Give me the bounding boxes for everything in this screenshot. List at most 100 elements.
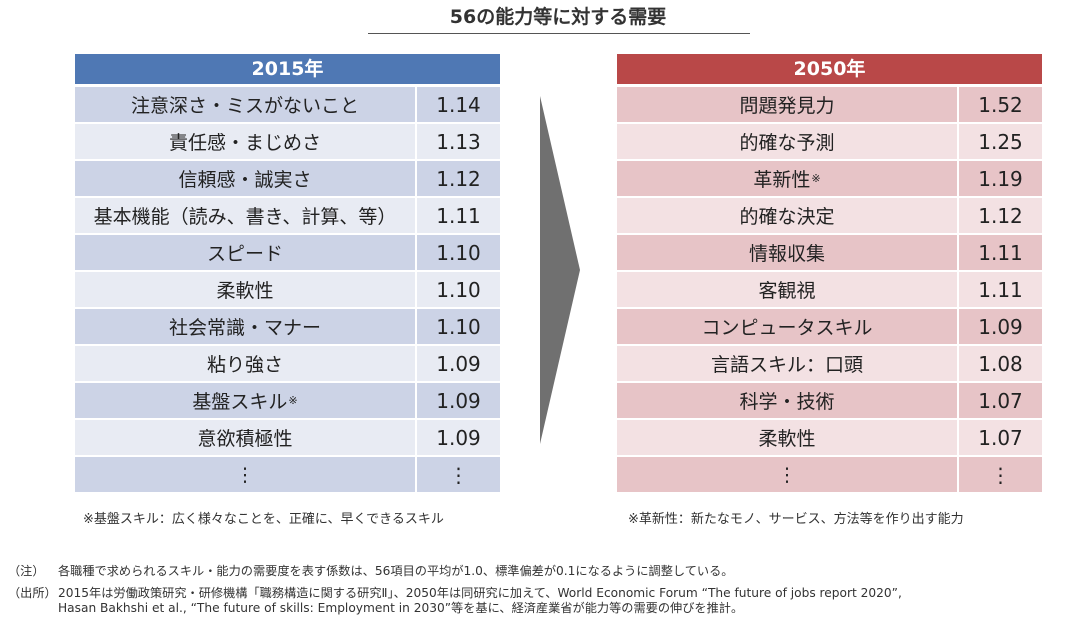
table-row: 科学・技術 1.07: [617, 383, 1042, 418]
row-label: 情報収集: [617, 235, 957, 270]
footnote-note-label: （注）: [8, 564, 45, 578]
table-row: 基盤スキル ※ 1.09: [75, 383, 500, 418]
page-title: 56の能力等に対する需要: [449, 6, 667, 28]
row-label: 的確な決定: [617, 198, 957, 233]
table-row: 柔軟性 1.10: [75, 272, 500, 307]
footnote-note: （注） 各職種で求められるスキル・能力の需要度を表す係数は、56項目の平均が1.0…: [8, 563, 733, 579]
row-value: 1.09: [417, 383, 500, 418]
row-label-text: 注意深さ・ミスがないこと: [130, 95, 359, 117]
row-label-text: 革新性: [753, 169, 811, 191]
table-row: 信頼感・誠実さ 1.12: [75, 161, 500, 196]
row-label-text: 言語スキル：口頭: [710, 354, 863, 376]
row-label-text: 的確な決定: [739, 206, 835, 228]
panel-note-2015: ※基盤スキル：広く様々なことを、正確に、早くできるスキル: [83, 512, 444, 527]
row-value: 1.10: [417, 309, 500, 344]
row-label: ⋮: [75, 457, 415, 492]
row-value: 1.52: [959, 87, 1042, 122]
row-label-text: 柔軟性: [758, 428, 816, 450]
table-row: 社会常識・マナー 1.10: [75, 309, 500, 344]
row-value: 1.10: [417, 272, 500, 307]
table-row: 情報収集 1.11: [617, 235, 1042, 270]
rows-2050: 問題発見力 1.52 的確な予測 1.25 革新性 ※ 1.19 的確な決定 1.12 情報収集 1…: [617, 87, 1042, 492]
panel-header-2015: 2015年: [75, 54, 500, 84]
footnote-source: （出所）2015年は労働政策研究・研修機構「職務構造に関する研究Ⅱ」、2050年…: [8, 585, 902, 601]
table-row: 客観視 1.11: [617, 272, 1042, 307]
row-value: 1.13: [417, 124, 500, 159]
row-label-text: 科学・技術: [739, 391, 835, 413]
row-value: 1.07: [959, 383, 1042, 418]
row-value: 1.19: [959, 161, 1042, 196]
footnote-source-cont: Hasan Bakhshi et al., “The future of ski…: [58, 601, 744, 615]
row-label: 信頼感・誠実さ: [75, 161, 415, 196]
row-label: 基盤スキル ※: [75, 383, 415, 418]
table-row: 粘り強さ 1.09: [75, 346, 500, 381]
row-value: 1.08: [959, 346, 1042, 381]
table-row: 的確な決定 1.12: [617, 198, 1042, 233]
row-value: ⋮: [417, 457, 500, 492]
footnote-note-text: 各職種で求められるスキル・能力の需要度を表す係数は、56項目の平均が1.0、標準…: [58, 564, 734, 578]
row-label: 責任感・まじめさ: [75, 124, 415, 159]
table-row: ⋮ ⋮: [617, 457, 1042, 492]
row-label: 革新性 ※: [617, 161, 957, 196]
panel-header-2050: 2050年: [617, 54, 1042, 84]
row-label-text: 基盤スキル: [192, 391, 288, 413]
table-row: 責任感・まじめさ 1.13: [75, 124, 500, 159]
row-label: 社会常識・マナー: [75, 309, 415, 344]
row-value: 1.12: [417, 161, 500, 196]
row-label-text: 責任感・まじめさ: [168, 132, 321, 154]
row-label: 注意深さ・ミスがないこと: [75, 87, 415, 122]
row-label: コンピュータスキル: [617, 309, 957, 344]
row-label-text: 基本機能（読み、書き、計算、等）: [93, 206, 397, 228]
row-label-text: 意欲積極性: [197, 428, 293, 450]
footnote-source-text-1: 2015年は労働政策研究・研修機構「職務構造に関する研究Ⅱ」、2050年は同研究…: [58, 586, 902, 600]
row-value: 1.07: [959, 420, 1042, 455]
row-value: 1.09: [417, 346, 500, 381]
row-value: 1.11: [959, 272, 1042, 307]
table-row: 意欲積極性 1.09: [75, 420, 500, 455]
row-label-text: 粘り強さ: [206, 354, 283, 376]
table-row: 基本機能（読み、書き、計算、等） 1.11: [75, 198, 500, 233]
table-row: コンピュータスキル 1.09: [617, 309, 1042, 344]
table-row: 柔軟性 1.07: [617, 420, 1042, 455]
panel-note-2050: ※革新性：新たなモノ、サービス、方法等を作り出す能力: [628, 512, 964, 527]
row-value: 1.14: [417, 87, 500, 122]
table-row: スピード 1.10: [75, 235, 500, 270]
row-label-text: 問題発見力: [739, 95, 835, 117]
row-label-text: スピード: [206, 243, 283, 265]
rows-2015: 注意深さ・ミスがないこと 1.14 責任感・まじめさ 1.13 信頼感・誠実さ 1.12 基…: [75, 87, 500, 492]
footnote-source-label: （出所）: [8, 586, 57, 600]
row-value: ⋮: [959, 457, 1042, 492]
row-label-text: 柔軟性: [216, 280, 274, 302]
row-value: 1.25: [959, 124, 1042, 159]
row-label-text: 的確な予測: [739, 132, 835, 154]
row-label-text: ⋮: [777, 463, 797, 486]
row-label-text: 情報収集: [748, 243, 825, 265]
row-label: 粘り強さ: [75, 346, 415, 381]
row-value: 1.09: [959, 309, 1042, 344]
row-label: 柔軟性: [617, 420, 957, 455]
row-label-text: コンピュータスキル: [701, 317, 873, 339]
row-value: 1.10: [417, 235, 500, 270]
row-label: 意欲積極性: [75, 420, 415, 455]
row-label: 言語スキル：口頭: [617, 346, 957, 381]
panel-2015: 2015年 注意深さ・ミスがないこと 1.14 責任感・まじめさ 1.13 信頼感・誠実…: [75, 54, 500, 492]
row-value: 1.11: [959, 235, 1042, 270]
row-label: 的確な予測: [617, 124, 957, 159]
table-row: 革新性 ※ 1.19: [617, 161, 1042, 196]
row-label-text: 社会常識・マナー: [168, 317, 321, 339]
row-label: 柔軟性: [75, 272, 415, 307]
row-label: 客観視: [617, 272, 957, 307]
row-value: 1.09: [417, 420, 500, 455]
row-label: 基本機能（読み、書き、計算、等）: [75, 198, 415, 233]
row-label: ⋮: [617, 457, 957, 492]
panel-2050: 2050年 問題発見力 1.52 的確な予測 1.25 革新性 ※ 1.19 的確な決定 1.1…: [617, 54, 1042, 492]
row-value: 1.12: [959, 198, 1042, 233]
row-label: スピード: [75, 235, 415, 270]
table-row: 言語スキル：口頭 1.08: [617, 346, 1042, 381]
row-label: 科学・技術: [617, 383, 957, 418]
table-row: 問題発見力 1.52: [617, 87, 1042, 122]
row-label-text: 信頼感・誠実さ: [178, 169, 312, 191]
chevron-right-icon: [540, 96, 580, 444]
table-row: 的確な予測 1.25: [617, 124, 1042, 159]
table-row: ⋮ ⋮: [75, 457, 500, 492]
